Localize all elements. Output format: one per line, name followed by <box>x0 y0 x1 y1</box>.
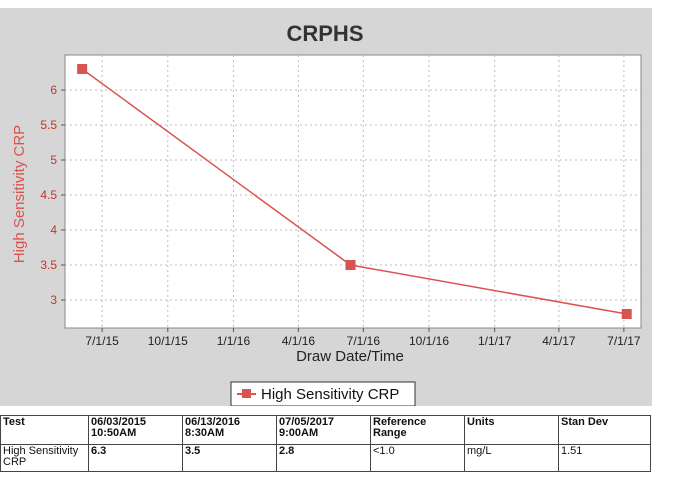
table-header-cell: Stan Dev <box>558 415 651 445</box>
y-tick-label: 5 <box>50 153 57 167</box>
x-tick-label: 7/1/15 <box>85 334 119 348</box>
series <box>77 64 632 319</box>
table-cell: 2.8 <box>276 444 371 472</box>
table-row: High Sensitivity CRP 6.3 3.5 2.8 <1.0 mg/L 1.51 <box>0 444 651 472</box>
table-cell: 6.3 <box>88 444 183 472</box>
y-axis-label: High Sensitivity CRP <box>11 125 28 263</box>
chart-panel: CRPHS 3 3.5 4 4.5 5 5.5 6 7/1/15 10/1/15 1/1/16 4… <box>0 8 652 406</box>
y-tick-label: 4 <box>50 223 57 237</box>
x-tick-label: 10/1/15 <box>148 334 188 348</box>
y-tick-label: 3.5 <box>40 258 57 272</box>
y-tick-label: 4.5 <box>40 188 57 202</box>
results-table: Test 06/03/2015 10:50AM 06/13/2016 8:30AM 07/… <box>0 415 651 472</box>
chart: CRPHS 3 3.5 4 4.5 5 5.5 6 7/1/15 10/1/15 1/1/16 4… <box>11 21 642 406</box>
table-cell: High Sensitivity CRP <box>0 444 89 472</box>
table-header-cell: 06/03/2015 10:50AM <box>88 415 183 445</box>
legend: High Sensitivity CRP <box>230 381 416 406</box>
table-header-row: Test 06/03/2015 10:50AM 06/13/2016 8:30AM 07/… <box>0 415 651 445</box>
table-header-cell: 06/13/2016 8:30AM <box>182 415 277 445</box>
table-cell: 3.5 <box>182 444 277 472</box>
x-ticks: 7/1/15 10/1/15 1/1/16 4/1/16 7/1/16 10/1/16 1/… <box>85 328 641 348</box>
x-axis-label: Draw Date/Time <box>296 348 404 365</box>
table-header-cell: Units <box>464 415 559 445</box>
data-point <box>345 260 356 270</box>
table-cell: 1.51 <box>558 444 651 472</box>
x-tick-label: 1/1/17 <box>478 334 512 348</box>
y-tick-label: 3 <box>50 293 57 307</box>
data-point <box>621 309 632 319</box>
table-header-cell: Test <box>0 415 89 445</box>
x-tick-label: 10/1/16 <box>409 334 449 348</box>
table-header-cell: 07/05/2017 9:00AM <box>276 415 371 445</box>
grid <box>65 55 641 328</box>
x-tick-label: 7/1/16 <box>347 334 381 348</box>
legend-box <box>230 381 416 406</box>
x-tick-label: 4/1/16 <box>282 334 316 348</box>
table-header-cell: Reference Range <box>370 415 465 445</box>
y-ticks: 3 3.5 4 4.5 5 5.5 6 <box>40 83 65 307</box>
legend-label: High Sensitivity CRP <box>261 386 399 403</box>
plot-area <box>64 54 642 329</box>
x-tick-label: 7/1/17 <box>607 334 641 348</box>
table-cell: mg/L <box>464 444 559 472</box>
y-tick-label: 6 <box>50 83 57 97</box>
legend-marker <box>242 389 251 398</box>
data-point <box>77 64 88 74</box>
table-cell: <1.0 <box>370 444 465 472</box>
chart-title: CRPHS <box>286 21 363 46</box>
y-tick-label: 5.5 <box>40 118 57 132</box>
x-tick-label: 4/1/17 <box>542 334 576 348</box>
x-tick-label: 1/1/16 <box>217 334 251 348</box>
